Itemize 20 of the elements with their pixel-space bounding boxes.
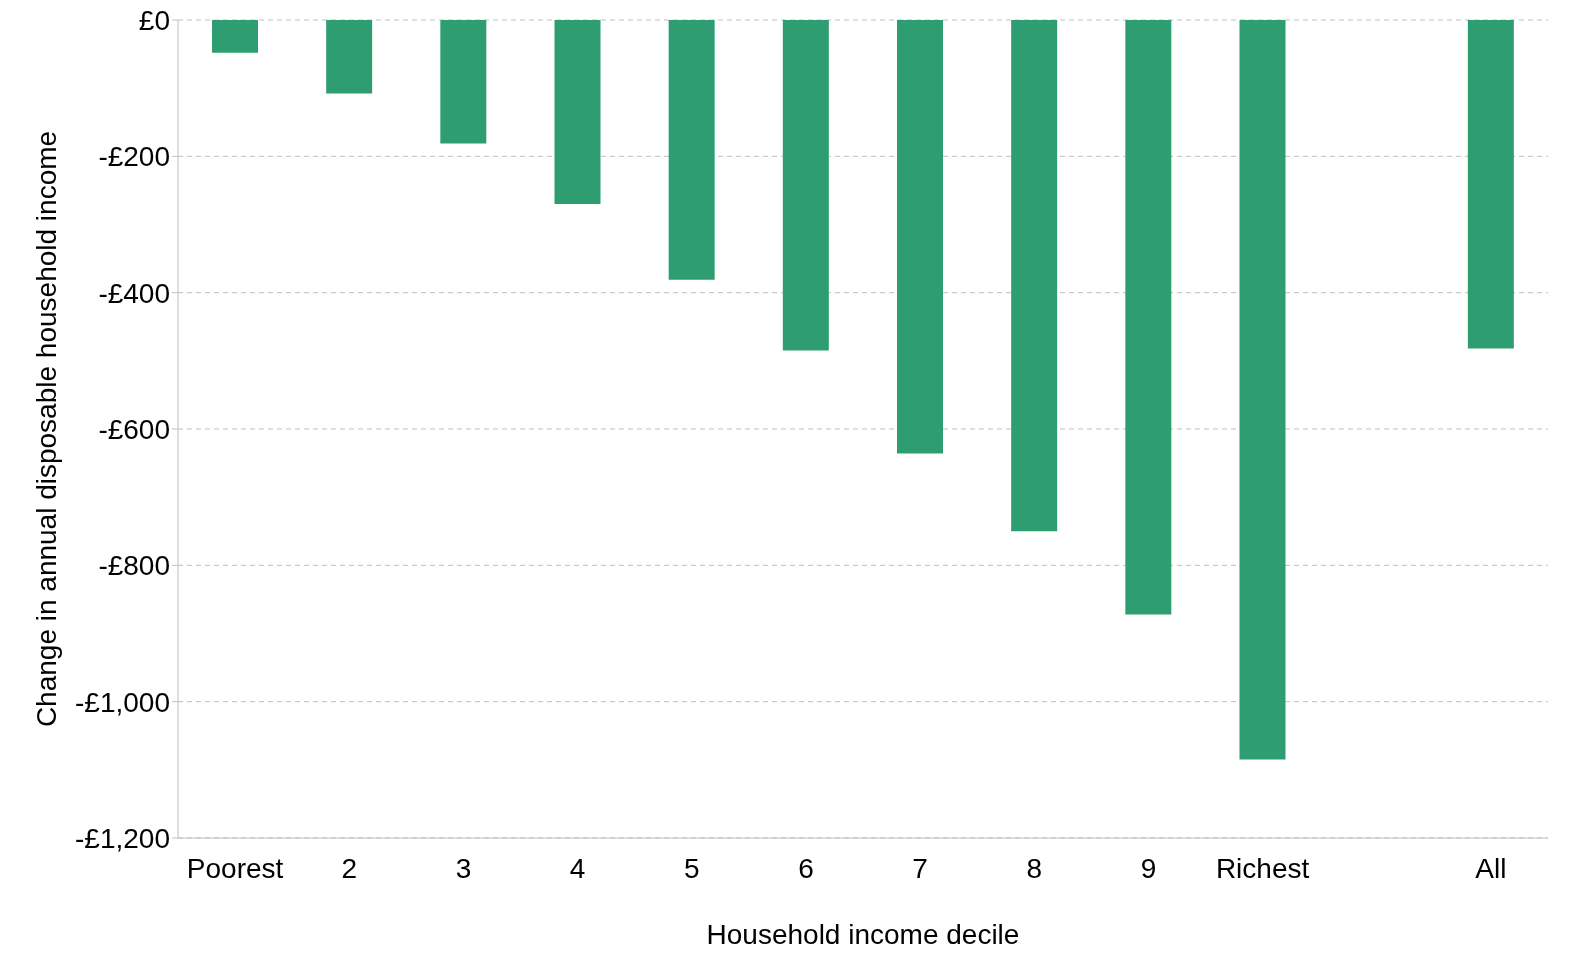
x-tick-label: All <box>1475 852 1507 884</box>
x-tick-label: 5 <box>683 852 700 884</box>
x-tick-label: 3 <box>455 852 472 884</box>
x-tick-label: Poorest <box>186 852 284 884</box>
x-tick-label: 4 <box>569 852 586 884</box>
y-tick-label: -£1,000 <box>75 686 170 718</box>
x-axis-title: Household income decile <box>706 919 1020 950</box>
y-axis-title: Change in annual disposable household income <box>30 130 62 728</box>
y-tick-label: -£200 <box>98 141 170 173</box>
x-tick-label: 7 <box>912 852 928 884</box>
y-tick-label: -£800 <box>98 550 170 582</box>
y-tick-label: -£400 <box>98 277 170 309</box>
x-tick-label: 8 <box>1026 852 1043 884</box>
x-tick-label: Richest <box>1215 852 1310 884</box>
x-tick-label: 6 <box>798 852 814 884</box>
x-tick-label: 9 <box>1140 852 1157 884</box>
y-tick-label: £0 <box>138 4 170 36</box>
y-tick-label: -£600 <box>98 413 170 445</box>
x-tick-label: 2 <box>341 852 358 884</box>
y-tick-label: -£1,200 <box>75 822 170 854</box>
